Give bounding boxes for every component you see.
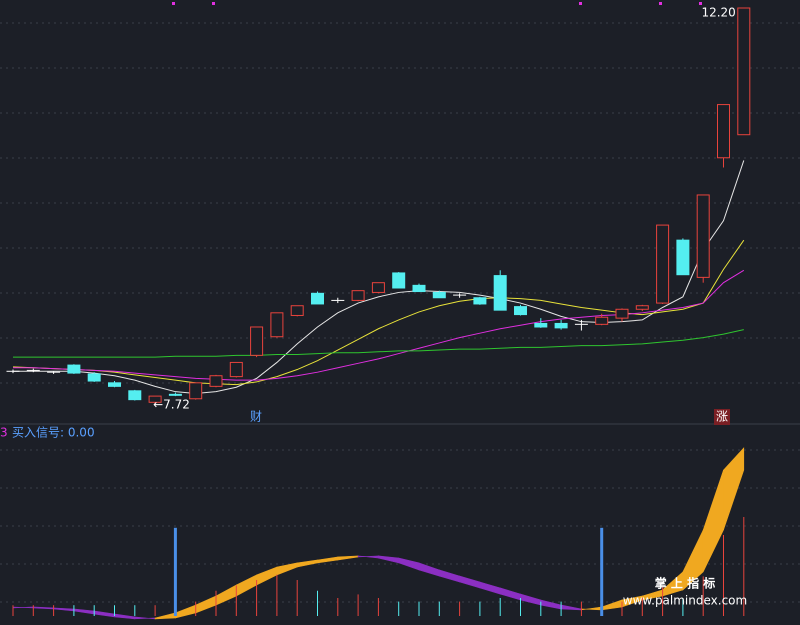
candle-body <box>371 282 385 293</box>
candle-body <box>432 291 446 299</box>
candle-body <box>534 322 548 328</box>
watermark-title: 掌 上 指 标 <box>655 576 716 591</box>
candle-body <box>696 194 710 278</box>
candle-body <box>189 382 203 400</box>
candle-body <box>676 239 690 276</box>
candle-body <box>656 224 670 304</box>
candle-body <box>250 326 264 356</box>
candle-body <box>87 373 101 382</box>
min-label: ←7.72 <box>153 397 190 411</box>
max-label: 12.20 <box>701 6 735 20</box>
candle-body <box>351 290 365 301</box>
candle-body <box>514 306 527 316</box>
indicator-band <box>723 447 745 531</box>
candle-body <box>67 364 81 374</box>
candle-body <box>473 297 487 305</box>
buy-signal-bar <box>173 527 177 616</box>
watermark-url: www.palmindex.com <box>623 594 747 608</box>
candle-body <box>392 272 406 289</box>
candle-body <box>270 312 284 338</box>
candle-body <box>168 393 182 396</box>
indicator-index: 3 <box>0 426 8 440</box>
buy-signal-bar <box>600 527 604 616</box>
ma-line <box>13 160 745 394</box>
candle-body <box>412 284 426 293</box>
candle-body <box>209 375 223 387</box>
candle-body <box>311 292 324 305</box>
candle-body <box>595 316 609 325</box>
candle-body <box>615 308 629 319</box>
candle-body <box>554 322 568 329</box>
badge: 财 <box>250 410 262 424</box>
badge: 涨 <box>716 409 728 424</box>
signal-label: 买入信号: 0.00 <box>12 426 95 440</box>
candle-body <box>108 382 121 387</box>
candle-body <box>290 305 304 316</box>
badge-bg <box>714 409 730 425</box>
candle-body <box>717 104 730 159</box>
candle-body <box>737 7 751 136</box>
ma-line <box>13 329 744 358</box>
candle-body <box>493 275 507 311</box>
top-dots <box>172 2 702 5</box>
candle-body <box>128 390 142 401</box>
candle-body <box>148 395 162 403</box>
candle-body <box>635 305 649 310</box>
candle-body <box>229 361 243 378</box>
